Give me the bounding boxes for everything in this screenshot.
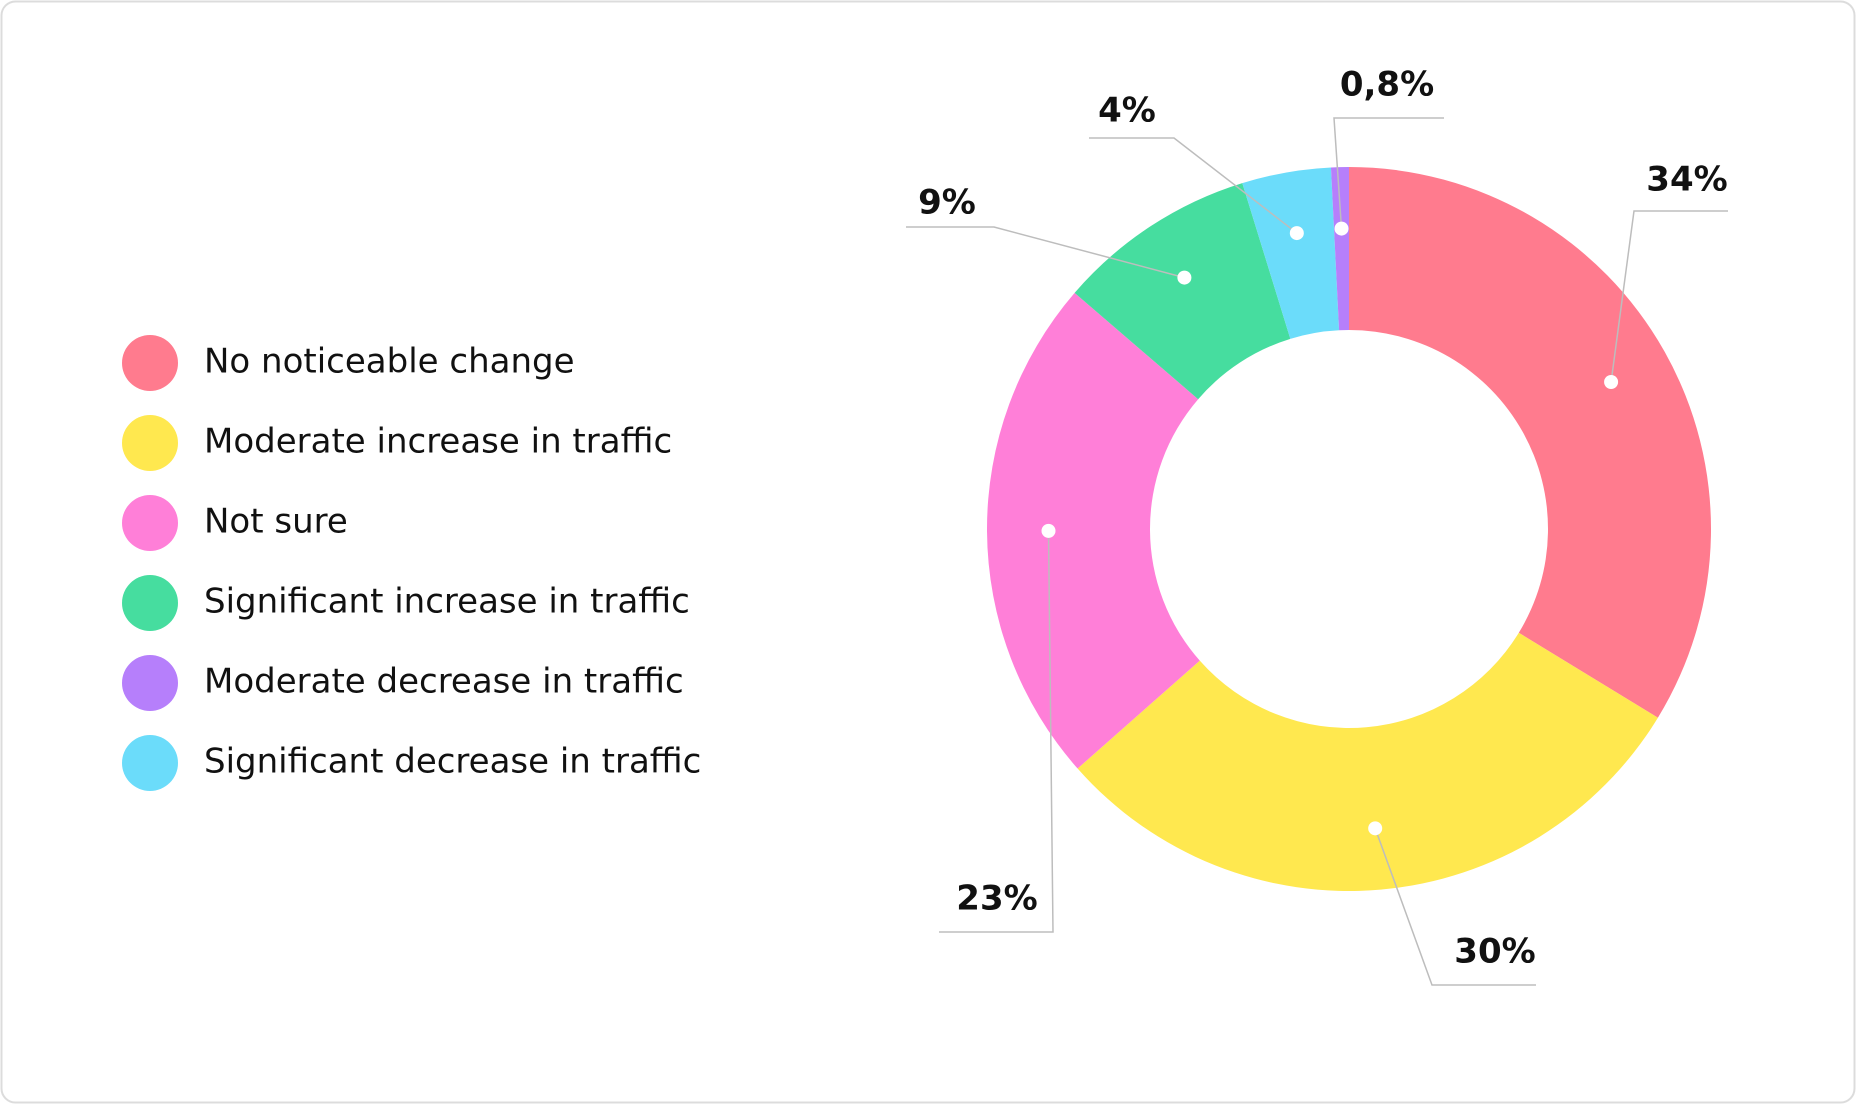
donut-slice bbox=[1330, 167, 1349, 331]
leader-line bbox=[1089, 137, 1298, 234]
donut-slice bbox=[1349, 167, 1711, 718]
leader-line bbox=[939, 530, 1054, 933]
leader-line bbox=[906, 226, 1185, 279]
leader-dot bbox=[1041, 523, 1056, 538]
legend-label: Moderate decrease in traffic bbox=[204, 662, 684, 702]
legend-swatch bbox=[122, 415, 178, 471]
value-label: 23% bbox=[956, 879, 1037, 919]
legend-swatch bbox=[122, 495, 178, 551]
legend-label: Not sure bbox=[204, 502, 348, 542]
donut-slice bbox=[1074, 183, 1291, 400]
value-label: 4% bbox=[1098, 91, 1156, 131]
legend-label: Significant decrease in traffic bbox=[204, 742, 701, 782]
leader-dot bbox=[1334, 221, 1349, 236]
value-label: 34% bbox=[1646, 160, 1727, 200]
leader-dot bbox=[1604, 375, 1619, 390]
legend-swatch bbox=[122, 575, 178, 631]
leader-dot bbox=[1177, 270, 1192, 285]
leader-line bbox=[1333, 117, 1444, 229]
legend-swatch bbox=[122, 335, 178, 391]
leader-line bbox=[1374, 828, 1536, 986]
value-label: 30% bbox=[1454, 932, 1535, 972]
leader-dot bbox=[1289, 226, 1304, 241]
legend-swatch bbox=[122, 735, 178, 791]
legend-swatch bbox=[122, 655, 178, 711]
legend-label: Significant increase in traffic bbox=[204, 582, 690, 622]
donut-slice bbox=[987, 292, 1200, 769]
leader-line bbox=[1610, 210, 1728, 383]
value-label: 0,8% bbox=[1340, 65, 1434, 105]
legend-label: Moderate increase in traffic bbox=[204, 422, 672, 462]
donut-slice bbox=[1077, 632, 1658, 892]
legend-label: No noticeable change bbox=[204, 342, 575, 382]
leader-dot bbox=[1368, 821, 1383, 836]
value-label: 9% bbox=[918, 183, 976, 223]
